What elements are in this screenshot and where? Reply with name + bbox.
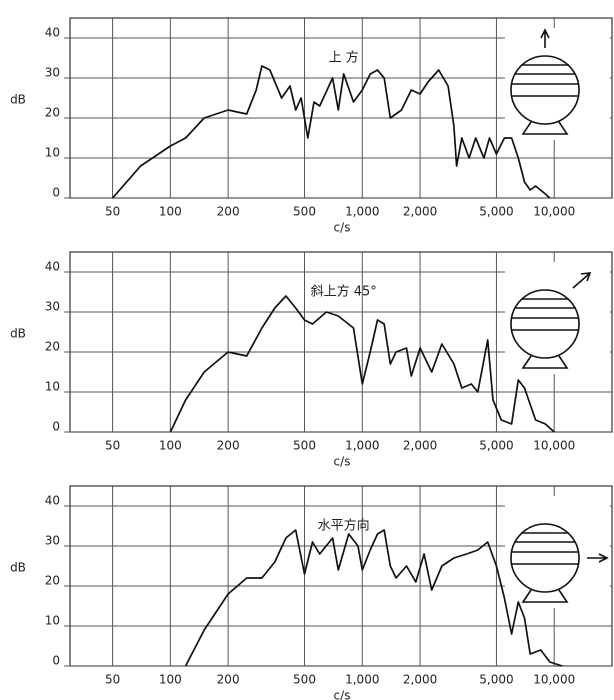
chart-panel: 0 10 20 30 40 50 100 200 500 1,000 2,000 5,000 10,00… <box>10 17 613 235</box>
x-tick-label: 100 <box>159 673 182 687</box>
x-axis-label: c/s <box>334 689 351 700</box>
y-tick-label: 10 <box>45 614 60 628</box>
x-tick-label: 50 <box>105 439 120 453</box>
x-tick-label: 10,000 <box>533 673 575 687</box>
icon-sphere <box>510 289 580 359</box>
x-axis-label: c/s <box>334 221 351 235</box>
x-axis-label: c/s <box>334 455 351 469</box>
chart-title: 斜上方 45° <box>311 284 377 300</box>
icon-bands <box>512 532 578 565</box>
chart-title: 水平方向 <box>318 518 370 534</box>
x-tick-label: 100 <box>159 439 182 453</box>
x-tick-label: 50 <box>105 673 120 687</box>
x-tick-label: 1,000 <box>345 439 379 453</box>
x-tick-label: 100 <box>159 205 182 219</box>
response-line <box>111 65 551 199</box>
y-tick-label: 40 <box>45 260 60 274</box>
response-line <box>184 529 563 667</box>
y-axis-label: dB <box>10 93 26 107</box>
x-tick-label: 200 <box>217 205 240 219</box>
icon-stand <box>521 121 569 135</box>
y-axis-label: dB <box>10 327 26 341</box>
y-tick-label: 40 <box>45 26 60 40</box>
icon-sphere <box>510 523 580 593</box>
y-tick-label: 10 <box>45 146 60 160</box>
x-tick-label: 2,000 <box>403 439 437 453</box>
x-tick-label: 10,000 <box>533 439 575 453</box>
chart-panel: 0 10 20 30 40 50 100 200 500 1,000 2,000 5,000 10,00… <box>10 485 613 700</box>
speaker-icon <box>505 496 610 608</box>
chart-panel: 0 10 20 30 40 50 100 200 500 1,000 2,000 5,000 10,00… <box>10 251 613 469</box>
icon-arrow <box>572 272 592 289</box>
y-tick-label: 20 <box>45 106 60 120</box>
icon-sphere <box>510 55 580 125</box>
icon-arrow <box>540 28 550 48</box>
x-tick-label: 500 <box>293 673 316 687</box>
x-tick-label: 2,000 <box>403 205 437 219</box>
y-tick-label: 10 <box>45 380 60 394</box>
speaker-icon <box>505 28 610 140</box>
x-tick-label: 200 <box>217 439 240 453</box>
x-tick-label: 10,000 <box>533 205 575 219</box>
y-tick-label: 0 <box>52 420 60 434</box>
x-tick-label: 1,000 <box>345 673 379 687</box>
y-tick-label: 30 <box>45 66 60 80</box>
x-tick-label: 1,000 <box>345 205 379 219</box>
x-tick-label: 500 <box>293 439 316 453</box>
x-tick-label: 5,000 <box>479 439 513 453</box>
y-axis-label: dB <box>10 561 26 575</box>
x-tick-label: 200 <box>217 673 240 687</box>
y-tick-label: 0 <box>52 654 60 668</box>
y-tick-label: 20 <box>45 574 60 588</box>
y-tick-label: 40 <box>45 494 60 508</box>
x-tick-label: 2,000 <box>403 673 437 687</box>
icon-bands <box>512 298 578 331</box>
y-tick-label: 20 <box>45 340 60 354</box>
y-tick-label: 30 <box>45 300 60 314</box>
icon-bands <box>512 64 578 97</box>
y-tick-label: 30 <box>45 534 60 548</box>
response-line <box>169 295 555 433</box>
y-tick-label: 0 <box>52 186 60 200</box>
speaker-icon <box>505 262 610 374</box>
x-tick-label: 5,000 <box>479 673 513 687</box>
icon-arrow <box>587 553 609 563</box>
chart-title: 上 方 <box>329 50 359 66</box>
x-tick-label: 5,000 <box>479 205 513 219</box>
icon-stand <box>521 589 569 603</box>
icon-stand <box>521 355 569 369</box>
x-tick-label: 500 <box>293 205 316 219</box>
x-tick-label: 50 <box>105 205 120 219</box>
